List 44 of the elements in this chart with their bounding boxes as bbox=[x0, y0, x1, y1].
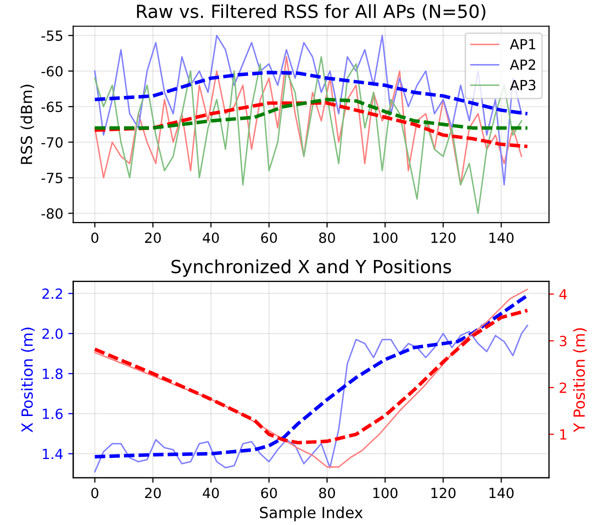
y-tick-label: 1.6 bbox=[42, 408, 63, 420]
line-series bbox=[93, 98, 530, 130]
y2-tick-label: 1 bbox=[560, 429, 566, 440]
y-tick-label: -75 bbox=[41, 172, 62, 184]
x-tick-label: 40 bbox=[202, 232, 219, 244]
y-tick-label: -80 bbox=[41, 208, 63, 219]
y2-axis-title: Y Position (m) bbox=[573, 328, 587, 432]
x-tick-label: 140 bbox=[490, 488, 514, 498]
chart-title: Synchronized X and Y Positions bbox=[172, 259, 451, 277]
y-tick-label: 2.0 bbox=[42, 328, 63, 339]
y-tick-label: 1.8 bbox=[42, 368, 63, 380]
x-tick-label: 40 bbox=[202, 488, 219, 498]
chart-title: Raw vs. Filtered RSS for All APs (N=50) bbox=[137, 4, 486, 20]
line-series bbox=[93, 101, 530, 148]
x-tick-label: 100 bbox=[373, 232, 398, 244]
y-axis-title: RSS (dBm) bbox=[20, 84, 34, 164]
y-tick-label: -70 bbox=[41, 137, 63, 148]
y2-tick-label: 4 bbox=[559, 289, 567, 300]
y-tick-label: 1.4 bbox=[42, 448, 63, 459]
x-tick-label: 100 bbox=[373, 488, 398, 498]
x-tick-label: 120 bbox=[431, 488, 456, 498]
x-tick-label: 80 bbox=[319, 232, 335, 244]
x-tick-label: 0 bbox=[91, 488, 98, 498]
line-series bbox=[93, 308, 530, 444]
x-tick-label: 80 bbox=[319, 488, 335, 498]
x-tick-label: 120 bbox=[431, 232, 456, 244]
line-series bbox=[94, 324, 528, 472]
x-tick-label: 140 bbox=[490, 232, 514, 244]
y2-tick-label: 2 bbox=[560, 382, 566, 393]
y-tick-label: -55 bbox=[41, 30, 62, 41]
x-tick-label: 20 bbox=[145, 232, 161, 244]
y-tick-label: 2.2 bbox=[42, 288, 62, 299]
y2-tick-label: 3 bbox=[560, 336, 566, 346]
x-tick-label: 60 bbox=[261, 232, 277, 244]
x-tick-label: 60 bbox=[261, 488, 277, 498]
x-tick-label: 0 bbox=[91, 232, 98, 244]
legend-label: AP2 bbox=[510, 59, 536, 70]
y-axis-title: X Position (m) bbox=[21, 328, 35, 432]
x-tick-label: 20 bbox=[145, 488, 161, 498]
legend-label: AP3 bbox=[510, 80, 536, 90]
x-axis-title: Sample Index bbox=[260, 506, 363, 522]
y-tick-label: -60 bbox=[41, 66, 63, 77]
y-tick-label: -65 bbox=[41, 102, 62, 112]
legend-label: AP1 bbox=[510, 39, 536, 50]
